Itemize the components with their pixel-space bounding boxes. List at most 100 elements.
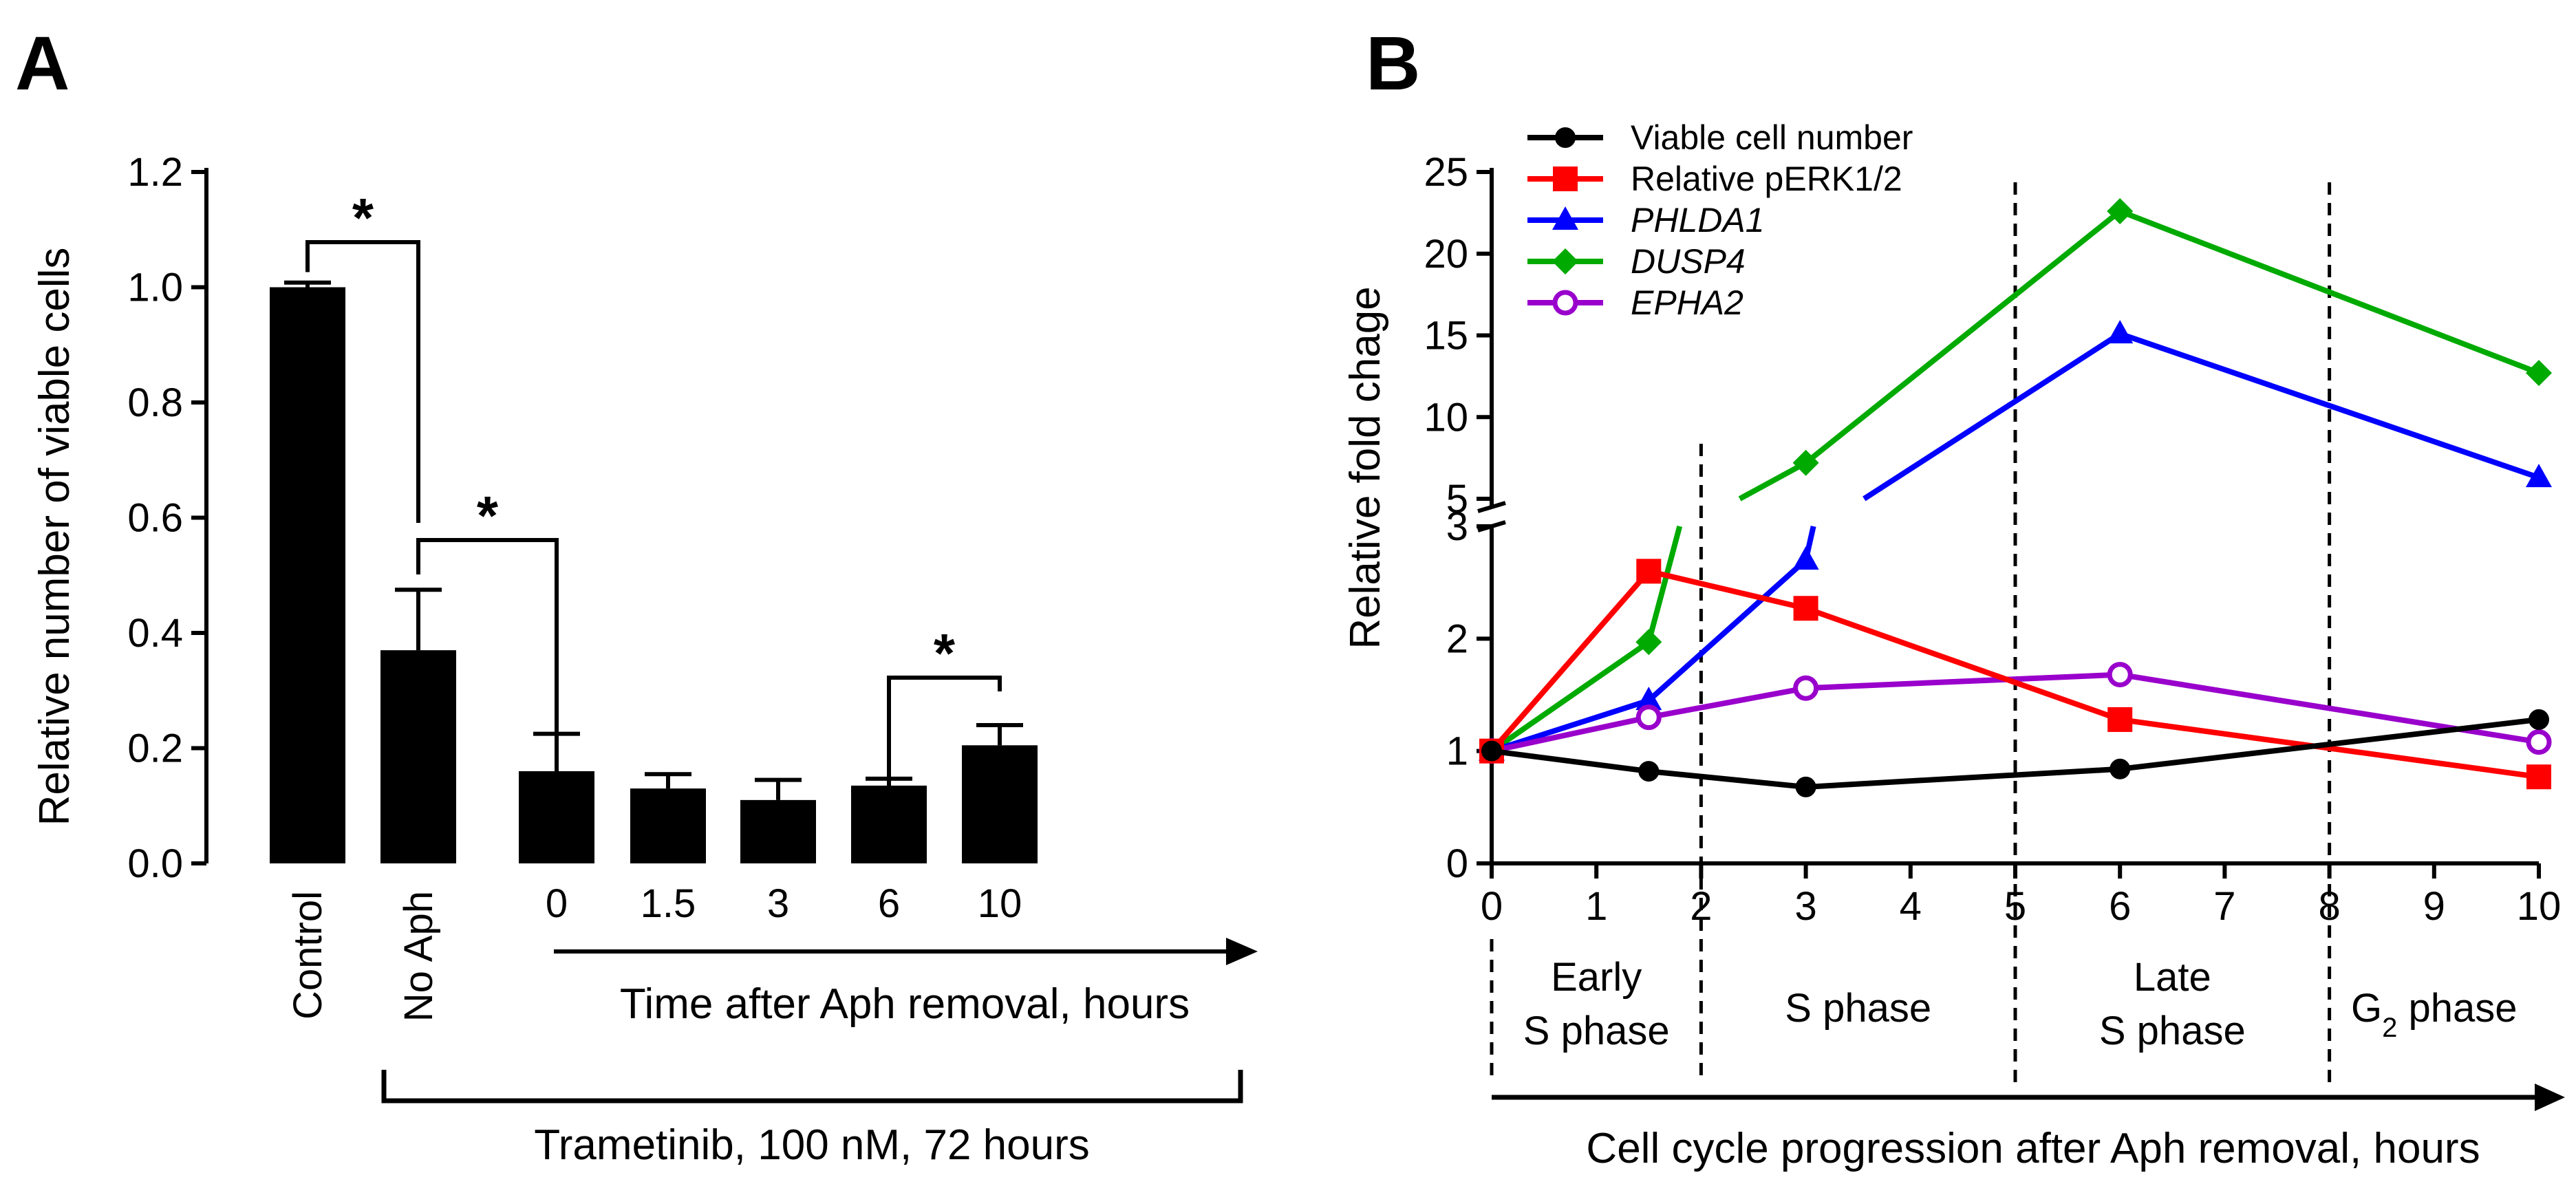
data-point <box>2107 707 2133 732</box>
phase-label-line2: S phase <box>1523 1009 1670 1053</box>
y-tick-label: 5 <box>1446 477 1468 521</box>
legend-marker <box>1552 290 1578 316</box>
treatment-bracket <box>381 1070 1243 1104</box>
data-point <box>2526 360 2552 387</box>
axis-break-mark <box>1477 501 1506 513</box>
legend-marker <box>1552 248 1578 274</box>
panel-b-line-chart: Relative fold chage 01235101520250123456… <box>1342 118 2565 1172</box>
time-arrow-head <box>1226 938 1258 965</box>
y-tick-label: 20 <box>1424 232 1468 277</box>
significance-bracket <box>305 240 420 523</box>
time-axis-label: Time after Aph removal, hours <box>620 980 1190 1028</box>
x-tick-label: 10 <box>2517 884 2562 929</box>
series-segment <box>2119 671 2540 745</box>
significance-star: * <box>352 187 374 248</box>
x-tick-label: No Aph <box>396 891 441 1022</box>
significance-star: * <box>934 623 956 684</box>
data-point <box>1635 704 1662 731</box>
data-point <box>1635 687 1662 711</box>
series-segment <box>2118 331 2540 480</box>
panel-a-axes: 0.0 0.2 0.4 0.6 0.8 1.0 1.2 <box>127 150 208 886</box>
bar-10 <box>962 745 1038 863</box>
x-tick-label: 9 <box>2423 884 2445 929</box>
y-tick-label: 0 <box>1446 841 1468 886</box>
series-segment <box>1491 748 1649 775</box>
series-segment <box>1491 714 1650 754</box>
series-dusp4 <box>1479 198 2552 764</box>
significance-bracket <box>887 676 1002 812</box>
data-point <box>2110 758 2131 779</box>
treatment-label: Trametinib, 100 nM, 72 hours <box>534 1121 1090 1169</box>
y-tick-label: 1.2 <box>127 150 183 195</box>
series-segment <box>1648 685 1807 720</box>
series-segment <box>1648 568 1807 612</box>
series-segment <box>1805 766 2121 790</box>
y-tick-label: 0.4 <box>127 611 183 656</box>
x-tick-label: 1 <box>1585 884 1607 929</box>
panel-b-y-axis-label: Relative fold chage <box>1342 286 1389 649</box>
series-segment <box>1648 768 1806 790</box>
x-tick-label: 0 <box>1481 884 1503 929</box>
data-point <box>1793 596 1818 621</box>
series-relative-perk1-2 <box>1479 559 2551 790</box>
series-segment <box>2118 208 2540 376</box>
series-segment <box>1646 558 1808 703</box>
legend-entry: Viable cell number <box>1527 118 1913 157</box>
series-segment <box>1738 460 1807 502</box>
y-tick-label: 25 <box>1424 150 1468 195</box>
panel-a-x-tick-labels: Control No Aph 0 1.5 3 6 10 <box>286 881 1022 1022</box>
legend-label: DUSP4 <box>1631 242 1746 281</box>
x-tick-label: 4 <box>1900 884 1922 929</box>
x-tick-label: 10 <box>978 881 1022 926</box>
legend-label: Relative pERK1/2 <box>1631 160 1902 198</box>
panel-b-x-axis-label: Cell cycle progression after Aph removal… <box>1586 1125 2480 1172</box>
phase-label-line2: S phase <box>2099 1009 2246 1053</box>
panel-b-series <box>1479 198 2552 797</box>
y-tick-label: 3 <box>1446 504 1468 549</box>
panel-a-bar-chart: Relative number of viable cells 0.00.20.… <box>31 150 1258 1169</box>
phase-label-line1: Late <box>2134 955 2211 1000</box>
significance-star: * <box>477 485 499 546</box>
panel-label-a: A <box>15 21 69 106</box>
x-tick-label: Control <box>286 891 330 1020</box>
legend-label: Viable cell number <box>1631 118 1913 157</box>
bar-control <box>270 287 345 863</box>
legend-entry: EPHA2 <box>1527 283 1743 322</box>
y-tick-label: 1.0 <box>127 266 183 310</box>
data-point <box>1481 740 1502 762</box>
x-tick-label: 7 <box>2213 884 2235 929</box>
series-viable-cell-number <box>1481 709 2549 797</box>
series-segment <box>1490 639 1651 753</box>
data-point <box>2526 764 2551 790</box>
x-tick-label: 6 <box>2109 884 2131 929</box>
series-segment <box>2119 716 2540 772</box>
phase-label-line1: Early <box>1551 955 1642 1000</box>
y-tick-label: 0.8 <box>127 380 183 425</box>
progression-arrow-head <box>2535 1084 2565 1111</box>
panel-a-significance: * * * <box>305 187 1002 826</box>
series-segment <box>1489 569 1651 753</box>
data-point <box>1638 761 1660 782</box>
panel-b-axes: 0123510152025012345678910 <box>1424 150 2561 1084</box>
bar-1-5 <box>630 788 706 863</box>
bar-no-aph <box>380 650 456 863</box>
legend-entry: PHLDA1 <box>1527 201 1765 239</box>
significance-bracket <box>416 538 559 826</box>
y-tick-label: 0.0 <box>127 841 183 886</box>
y-tick-label: 0.2 <box>127 726 183 771</box>
y-tick-label: 1 <box>1446 729 1468 774</box>
data-point <box>2107 662 2133 688</box>
y-tick-label: 10 <box>1424 395 1468 440</box>
data-point <box>2107 198 2134 224</box>
x-tick-label: 3 <box>767 881 789 926</box>
legend-marker <box>1553 166 1578 191</box>
x-tick-label: 0 <box>546 881 568 926</box>
panel-label-b: B <box>1366 21 1420 106</box>
series-segment <box>1863 331 2122 502</box>
y-tick-label: 0.6 <box>127 496 183 541</box>
data-point <box>2526 729 2552 755</box>
x-tick-label: 6 <box>878 881 900 926</box>
data-point <box>1636 559 1662 584</box>
